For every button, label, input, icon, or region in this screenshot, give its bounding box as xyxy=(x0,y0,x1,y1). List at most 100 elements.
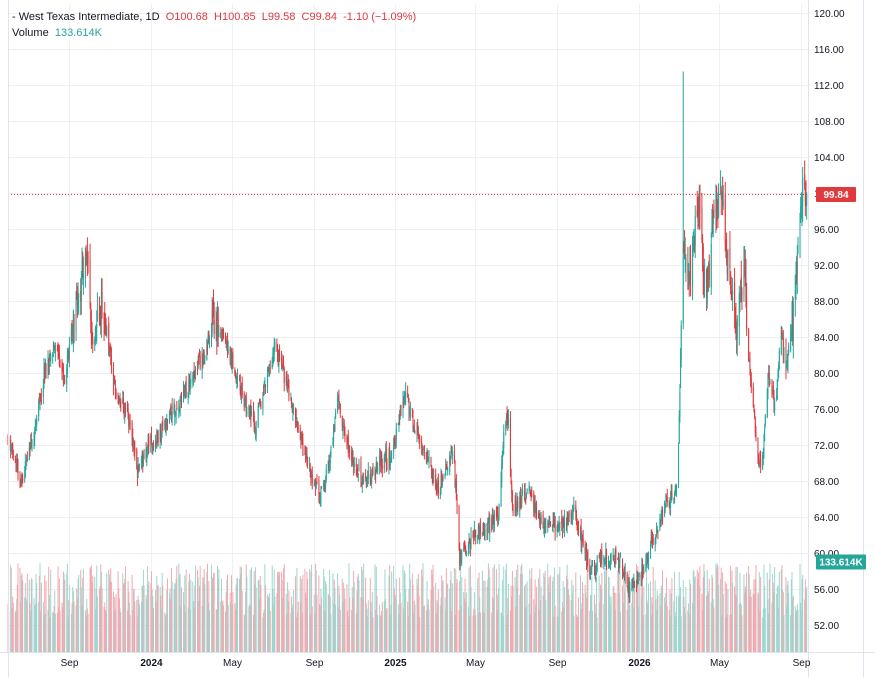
candle-body xyxy=(497,514,499,524)
volume-bar xyxy=(108,569,110,652)
volume-bar xyxy=(44,575,46,652)
volume-bar xyxy=(687,610,689,652)
volume-bar xyxy=(496,610,498,652)
candle-body xyxy=(753,404,755,411)
candle-body xyxy=(156,431,158,448)
volume-bar xyxy=(314,613,316,652)
candle-body xyxy=(656,529,658,532)
volume-bar xyxy=(104,602,106,652)
volume-bar xyxy=(156,575,158,652)
price-tick-label: 80.00 xyxy=(814,369,839,380)
candle-body xyxy=(347,436,349,453)
volume-bar xyxy=(290,612,292,652)
volume-bar xyxy=(519,573,521,652)
candle-body xyxy=(477,535,479,539)
volume-bar xyxy=(391,571,393,652)
candle-body xyxy=(416,427,418,434)
legend-volume-label[interactable]: Volume xyxy=(12,27,49,39)
volume-bar xyxy=(715,563,717,652)
candle-body xyxy=(348,445,350,453)
volume-bar xyxy=(651,597,653,652)
volume-bar xyxy=(629,605,631,652)
volume-bar xyxy=(767,599,769,652)
volume-bar xyxy=(403,608,405,652)
candle-body xyxy=(393,441,395,443)
candle-body xyxy=(675,490,677,493)
volume-bar xyxy=(206,572,208,652)
volume-bar xyxy=(414,604,416,652)
legend-volume-row: Volume 133.614K xyxy=(12,25,416,41)
volume-bar xyxy=(203,569,205,652)
candle-body xyxy=(559,522,561,528)
candle-body xyxy=(70,329,72,343)
volume-bar xyxy=(726,583,728,652)
candle-body xyxy=(313,483,315,485)
volume-bar xyxy=(119,607,121,652)
candle-body xyxy=(98,312,100,319)
candle-body xyxy=(501,464,503,483)
candle-body xyxy=(600,552,602,563)
candle-body xyxy=(421,440,423,449)
candle-body xyxy=(735,321,737,325)
volume-bar xyxy=(342,601,344,652)
candle-body xyxy=(431,466,433,478)
volume-bar xyxy=(26,573,28,652)
candle-body xyxy=(189,387,191,389)
candle-body xyxy=(63,379,65,381)
candle-body xyxy=(122,398,124,404)
volume-bar xyxy=(670,615,672,652)
candle-body xyxy=(423,447,425,451)
candle-body xyxy=(68,344,70,360)
volume-bar xyxy=(402,565,404,652)
volume-bar xyxy=(267,596,269,652)
volume-bar xyxy=(792,595,794,652)
volume-bar xyxy=(591,611,593,652)
volume-bar xyxy=(118,588,120,652)
candle-body xyxy=(299,429,301,433)
volume-bar xyxy=(749,596,751,652)
volume-bar xyxy=(103,607,105,652)
candle-body xyxy=(82,274,84,280)
volume-bar xyxy=(516,587,518,652)
candle-body xyxy=(698,190,700,213)
candle-body xyxy=(291,406,293,410)
volume-bar xyxy=(207,602,209,652)
legend-symbol[interactable]: - West Texas Intermediate xyxy=(12,11,140,23)
candle-body xyxy=(104,321,106,326)
candle-body xyxy=(321,487,323,489)
volume-bar xyxy=(617,570,619,652)
volume-bar xyxy=(432,565,434,652)
volume-bar xyxy=(371,611,373,652)
volume-bar xyxy=(122,572,124,652)
volume-bar xyxy=(86,608,88,652)
volume-bar xyxy=(162,585,164,652)
candle-body xyxy=(383,456,385,470)
candle-body xyxy=(48,359,50,368)
volume-bar xyxy=(664,597,666,652)
candle-body xyxy=(696,208,698,216)
volume-bar xyxy=(637,566,639,652)
candle-body xyxy=(449,457,451,459)
candle-body xyxy=(802,177,804,207)
volume-bar xyxy=(534,579,536,652)
volume-bar xyxy=(533,612,535,652)
candle-body xyxy=(772,386,774,393)
volume-bar xyxy=(173,589,175,652)
candle-body xyxy=(660,512,662,526)
candle-body xyxy=(175,411,177,416)
candle-body xyxy=(570,514,572,519)
candle-body xyxy=(372,468,374,474)
candle-body xyxy=(740,277,742,298)
candle-body xyxy=(166,419,168,423)
volume-bar xyxy=(455,583,457,652)
volume-bar xyxy=(585,597,587,652)
candle-body xyxy=(432,476,434,480)
volume-bar xyxy=(198,586,200,652)
volume-bar xyxy=(245,591,247,652)
volume-badge xyxy=(816,554,866,570)
candle-body xyxy=(591,567,593,569)
candle-body xyxy=(445,466,447,476)
volume-bar xyxy=(451,611,453,652)
candle-body xyxy=(314,482,316,485)
